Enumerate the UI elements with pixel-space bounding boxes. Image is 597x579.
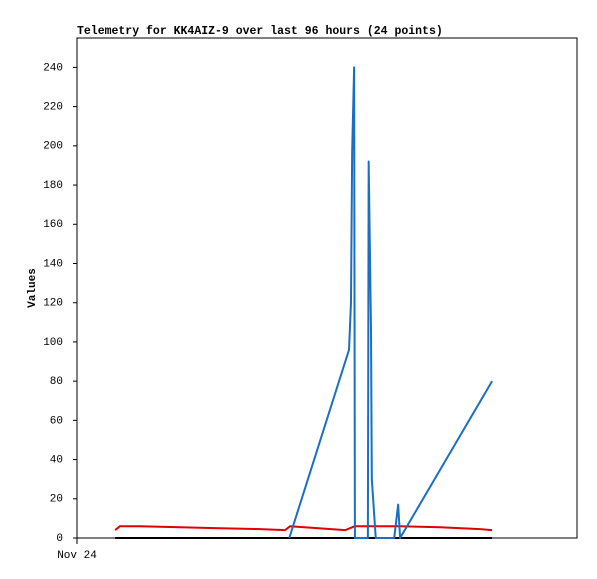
chart-title: Telemetry for KK4AIZ-9 over last 96 hour… [77,25,443,38]
y-tick-label: 40 [50,454,63,466]
plot-frame [76,37,578,539]
series-line [288,66,493,539]
y-tick-label: 200 [43,141,63,153]
series-line [114,525,493,532]
x-tick-label: Nov 24 [57,550,97,562]
y-tick-label: 20 [50,494,63,506]
y-tick-label: 140 [43,258,63,270]
y-tick-label: 220 [43,102,63,114]
y-tick-label: 180 [43,180,63,192]
y-tick-label: 240 [43,62,63,74]
y-tick-label: 160 [43,219,63,231]
y-tick-label: 60 [50,415,63,427]
y-tick-label: 80 [50,376,63,388]
y-tick-label: 100 [43,337,63,349]
y-axis-label: Values [27,268,39,308]
y-tick-label: 120 [43,298,63,310]
y-tick-label: 0 [56,533,63,545]
